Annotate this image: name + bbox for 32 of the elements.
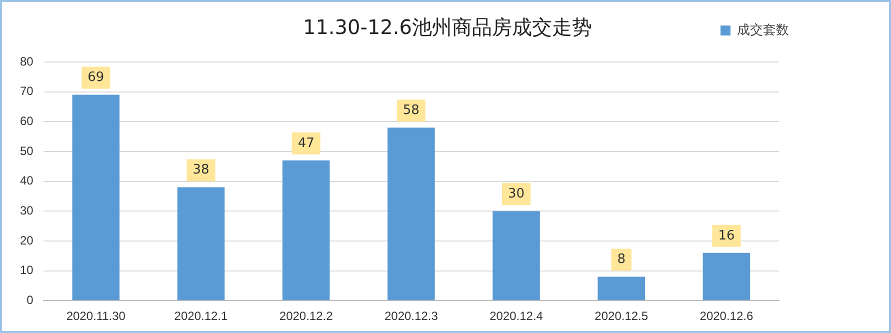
bar [177,187,225,300]
y-tick-label: 60 [20,114,34,128]
x-tick-label: 2020.12.4 [490,309,544,324]
x-tick-label: 2020.12.2 [279,309,334,324]
bar [598,276,646,300]
y-tick-label: 80 [20,54,34,68]
y-tick-label: 10 [20,263,34,278]
y-tick-label: 70 [20,84,34,98]
y-tick-label: 0 [26,292,34,307]
x-tick-label: 2020.12.6 [700,309,754,324]
data-label: 8 [617,252,626,268]
x-tick-label: 2020.11.30 [66,309,126,324]
x-tick-label: 2020.12.1 [174,309,228,324]
bar [702,252,750,300]
y-tick-label: 40 [20,174,34,188]
bar [492,211,540,300]
y-tick-label: 50 [20,144,34,158]
data-label: 69 [88,70,104,86]
y-tick-label: 30 [20,203,34,218]
x-tick-label: 2020.12.3 [384,309,438,324]
bar [388,128,435,300]
y-tick-label: 20 [20,233,34,248]
bar [72,94,120,300]
data-label: 38 [192,162,210,178]
data-label: 30 [508,186,525,202]
data-label: 47 [298,136,314,151]
data-label: 16 [718,228,735,244]
bar [282,160,330,300]
chart-title: 11.30-12.6池州商品房成交走势 [302,15,592,39]
legend-label: 成交套数 [737,22,789,38]
x-tick-label: 2020.12.5 [594,309,648,324]
data-label: 58 [402,102,420,118]
